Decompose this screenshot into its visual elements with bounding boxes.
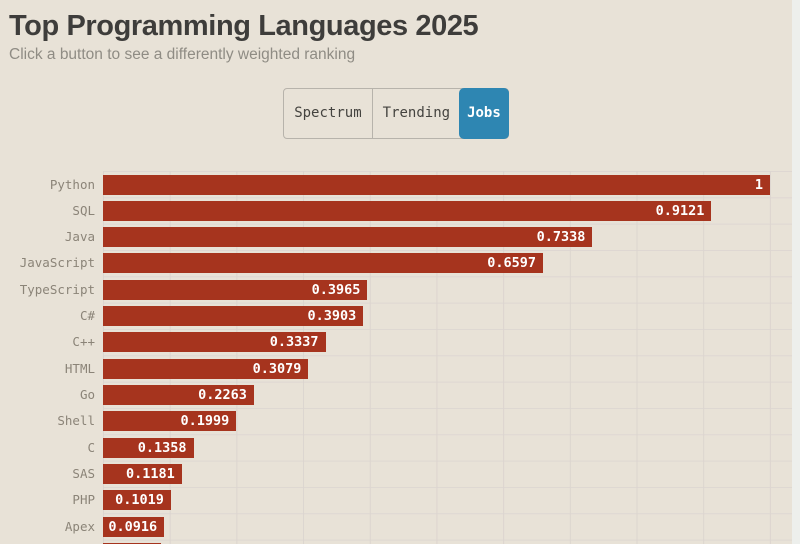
category-label: Python [49, 176, 95, 192]
weighting-button-group: Spectrum Trending Jobs [283, 88, 509, 139]
bar-row: 0.9121 [103, 200, 712, 221]
bar-value-label: 0.7338 [536, 229, 586, 246]
category-label: Apex [64, 518, 95, 534]
weighting-toolbar: Spectrum Trending Jobs [0, 88, 792, 139]
bar-value-label: 0.2263 [198, 387, 247, 404]
category-label: C++ [72, 334, 95, 350]
page-title: Top Programming Languages 2025 [9, 10, 479, 42]
category-label: Go [79, 387, 95, 403]
category-label: SQL [72, 202, 95, 218]
header: Top Programming Languages 2025 Click a b… [0, 0, 792, 64]
category-label: C [87, 439, 95, 455]
bar-row: 0.3079 [103, 358, 309, 379]
bar-value-label: 0.1181 [125, 466, 175, 483]
bar-value-label: 0.3903 [307, 308, 357, 325]
jobs-button[interactable]: Jobs [459, 88, 509, 139]
bar-row: 0.1999 [103, 411, 237, 432]
bar-value-label: 0.1358 [137, 439, 187, 456]
bar-row: 0.3903 [103, 306, 364, 327]
bar-row: 0.1019 [103, 490, 171, 511]
bar-row: 1 [103, 174, 770, 195]
bar-row: 0.3337 [103, 332, 326, 353]
bar-value-label: 1 [754, 176, 763, 193]
bar-row: 0.6597 [103, 253, 544, 274]
bar-row: 0.0916 [103, 516, 165, 537]
bar-value-label: 0.1999 [180, 413, 230, 430]
category-label: PHP [72, 492, 95, 508]
bar-row: 0.7338 [103, 227, 593, 248]
bar-row: 0.3965 [103, 279, 368, 300]
spectrum-button[interactable]: Spectrum [284, 89, 373, 138]
category-label: HTML [64, 360, 95, 376]
trending-button[interactable]: Trending [373, 89, 460, 138]
category-label: JavaScript [19, 255, 95, 271]
page-subtitle: Click a button to see a differently weig… [9, 46, 356, 64]
bar-value-label: 0.3965 [311, 281, 361, 298]
bar-row: 0.1181 [103, 464, 182, 485]
bar-value-label: 0.3079 [252, 360, 302, 377]
bar-row: 0.1358 [103, 437, 194, 458]
bar-value-label: 0.0916 [108, 518, 158, 535]
category-label: SAS [72, 466, 95, 482]
bar-value-label: 0.6597 [487, 255, 537, 272]
bar-value-label: 0.9121 [655, 202, 705, 219]
category-label: TypeScript [19, 281, 95, 297]
bar-value-label: 0.1019 [115, 492, 164, 509]
category-label: Java [64, 229, 95, 245]
plot-area: 1 0.9121 0.7338 0.6597 0.3965 0.3903 0.3337 0.3… [103, 171, 792, 544]
category-label: Shell [57, 413, 95, 429]
bar-row: 0.2263 [103, 385, 254, 406]
bar-value-label: 0.3337 [269, 334, 319, 351]
category-label: C# [79, 308, 95, 324]
